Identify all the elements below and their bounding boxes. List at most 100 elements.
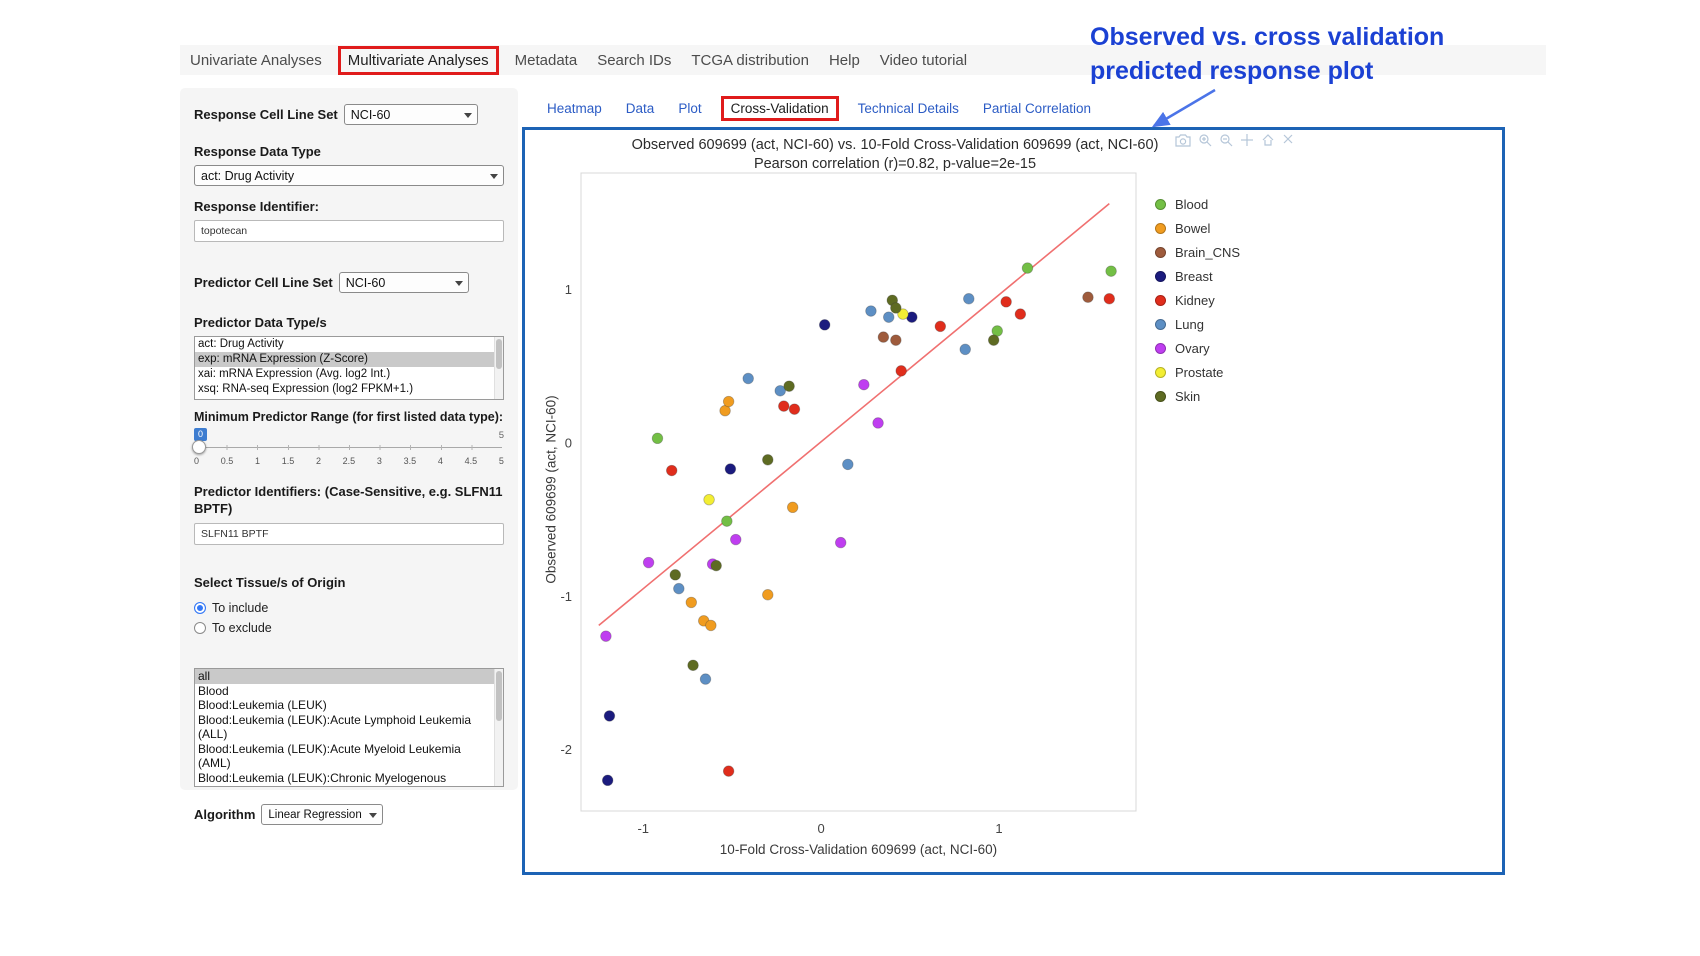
data-point-kidney[interactable] bbox=[778, 400, 790, 412]
data-point-skin[interactable] bbox=[783, 380, 795, 392]
data-point-kidney[interactable] bbox=[666, 464, 678, 477]
tab-partial-correlation[interactable]: Partial Correlation bbox=[982, 101, 1091, 116]
option-blood[interactable]: Blood bbox=[198, 683, 229, 698]
data-point-kidney[interactable] bbox=[1014, 308, 1027, 320]
data-point-lung[interactable] bbox=[865, 305, 877, 317]
data-point-kidney[interactable] bbox=[895, 365, 907, 377]
data-point-lung[interactable] bbox=[959, 343, 971, 356]
legend-item-ovary[interactable]: Ovary bbox=[1155, 336, 1240, 360]
data-point-kidney[interactable] bbox=[722, 765, 735, 777]
legend-item-prostate[interactable]: Prostate bbox=[1155, 360, 1240, 384]
response-data-type-select[interactable]: act: Drug Activity bbox=[194, 165, 504, 186]
data-point-kidney[interactable] bbox=[1103, 293, 1116, 305]
pan-icon[interactable] bbox=[1240, 133, 1254, 147]
data-point-breast[interactable] bbox=[601, 774, 614, 787]
data-point-skin[interactable] bbox=[710, 559, 722, 572]
slider-handle[interactable] bbox=[192, 440, 206, 454]
data-point-ovary[interactable] bbox=[642, 556, 655, 569]
data-point-blood[interactable] bbox=[651, 432, 664, 445]
min-predictor-range-slider[interactable]: 0 5 0 0.5 1 1.5 2 2.5 3 3.5 4 4.5 5 bbox=[192, 428, 504, 476]
zoom-out-icon[interactable] bbox=[1219, 133, 1233, 147]
data-point-bowel[interactable] bbox=[685, 596, 697, 609]
data-point-blood[interactable] bbox=[721, 515, 733, 527]
option-blood-leukemia-all[interactable]: Blood:Leukemia (LEUK):Acute Lymphoid Leu… bbox=[198, 712, 472, 742]
legend-item-kidney[interactable]: Kidney bbox=[1155, 288, 1240, 312]
camera-icon[interactable] bbox=[1175, 133, 1191, 147]
data-point-breast[interactable] bbox=[724, 463, 737, 475]
nav-tab-search-ids[interactable]: Search IDs bbox=[597, 51, 672, 69]
data-point-kidney[interactable] bbox=[788, 403, 801, 415]
option-act-drug-activity[interactable]: act: Drug Activity bbox=[198, 338, 284, 350]
data-point-ovary[interactable] bbox=[730, 533, 742, 546]
data-point-ovary[interactable] bbox=[872, 417, 884, 429]
option-exp-mrna-zscore[interactable]: exp: mRNA Expression (Z-Score) bbox=[195, 352, 503, 367]
legend-item-skin[interactable]: Skin bbox=[1155, 384, 1240, 408]
tab-cross-validation[interactable]: Cross-Validation bbox=[720, 96, 839, 121]
data-point-lung[interactable] bbox=[842, 458, 854, 471]
option-xai-mrna-avg-log2[interactable]: xai: mRNA Expression (Avg. log2 Int.) bbox=[198, 368, 391, 380]
data-point-kidney[interactable] bbox=[934, 320, 947, 333]
legend-item-bowel[interactable]: Bowel bbox=[1155, 216, 1240, 240]
option-blood-leukemia-cml[interactable]: Blood:Leukemia (LEUK):Chronic Myelogenou… bbox=[198, 770, 447, 787]
data-point-prostate[interactable] bbox=[703, 493, 715, 506]
predictor-cell-line-set-select[interactable]: NCI-60 bbox=[338, 272, 469, 293]
nav-tab-help[interactable]: Help bbox=[828, 51, 860, 69]
data-point-lung[interactable] bbox=[742, 372, 754, 385]
data-point-kidney[interactable] bbox=[1000, 296, 1012, 308]
data-point-lung[interactable] bbox=[673, 582, 685, 595]
nav-tab-tcga-distribution[interactable]: TCGA distribution bbox=[691, 51, 809, 69]
data-point-lung[interactable] bbox=[774, 385, 786, 397]
nav-tab-multivariate-analyses[interactable]: Multivariate Analyses bbox=[337, 45, 499, 75]
data-point-blood[interactable] bbox=[1021, 262, 1034, 274]
tab-data[interactable]: Data bbox=[625, 101, 655, 116]
algorithm-select[interactable]: Linear Regression bbox=[261, 804, 384, 825]
data-point-lung[interactable] bbox=[883, 311, 895, 323]
data-point-bowel[interactable] bbox=[762, 589, 774, 601]
data-point-ovary[interactable] bbox=[835, 536, 847, 549]
predictor-identifiers-input[interactable] bbox=[194, 523, 504, 545]
legend-item-brain_cns[interactable]: Brain_CNS bbox=[1155, 240, 1240, 264]
tissue-exclude-radio[interactable]: To exclude bbox=[194, 618, 504, 638]
legend-item-breast[interactable]: Breast bbox=[1155, 264, 1240, 288]
data-point-skin[interactable] bbox=[762, 454, 774, 466]
tab-heatmap[interactable]: Heatmap bbox=[547, 101, 602, 116]
data-point-skin[interactable] bbox=[987, 334, 1000, 346]
tab-technical-details[interactable]: Technical Details bbox=[857, 101, 959, 116]
data-point-skin[interactable] bbox=[890, 302, 902, 314]
data-point-ovary[interactable] bbox=[858, 378, 870, 391]
option-blood-leukemia[interactable]: Blood:Leukemia (LEUK) bbox=[198, 698, 327, 712]
data-point-breast[interactable] bbox=[603, 710, 616, 722]
scrollbar[interactable] bbox=[494, 669, 503, 786]
response-cell-line-set-select[interactable]: NCI-60 bbox=[343, 104, 478, 125]
data-point-lung[interactable] bbox=[699, 673, 712, 685]
data-point-breast[interactable] bbox=[819, 319, 831, 331]
option-blood-leukemia-aml[interactable]: Blood:Leukemia (LEUK):Acute Myeloid Leuk… bbox=[198, 741, 461, 771]
tissue-include-radio[interactable]: To include bbox=[194, 598, 504, 618]
data-point-prostate[interactable] bbox=[897, 308, 909, 320]
nav-tab-metadata[interactable]: Metadata bbox=[514, 51, 578, 69]
tab-plot[interactable]: Plot bbox=[678, 101, 702, 116]
legend-item-blood[interactable]: Blood bbox=[1155, 192, 1240, 216]
data-point-bowel[interactable] bbox=[705, 619, 717, 632]
legend-item-lung[interactable]: Lung bbox=[1155, 312, 1240, 336]
option-xsq-rnaseq[interactable]: xsq: RNA-seq Expression (log2 FPKM+1.) bbox=[198, 383, 414, 395]
response-identifier-input[interactable] bbox=[194, 220, 504, 242]
data-point-ovary[interactable] bbox=[600, 630, 612, 642]
home-icon[interactable] bbox=[1261, 133, 1275, 147]
data-point-skin[interactable] bbox=[687, 659, 699, 672]
data-point-skin[interactable] bbox=[669, 569, 681, 581]
data-point-bowel[interactable] bbox=[722, 395, 735, 408]
data-point-brain_cns[interactable] bbox=[1082, 291, 1094, 303]
data-point-brain_cns[interactable] bbox=[877, 331, 890, 343]
data-point-bowel[interactable] bbox=[786, 501, 799, 514]
scatter-plot[interactable]: -1 0 1 -2 -1 0 1 bbox=[551, 163, 1166, 863]
data-point-brain_cns[interactable] bbox=[890, 334, 902, 346]
data-point-lung[interactable] bbox=[963, 293, 975, 305]
scrollbar[interactable] bbox=[494, 337, 503, 399]
slider-track[interactable] bbox=[196, 445, 502, 450]
nav-tab-video-tutorial[interactable]: Video tutorial bbox=[879, 51, 968, 69]
option-all[interactable]: all bbox=[195, 669, 503, 684]
nav-tab-univariate-analyses[interactable]: Univariate Analyses bbox=[190, 51, 322, 69]
close-icon[interactable] bbox=[1282, 133, 1294, 145]
data-point-blood[interactable] bbox=[1105, 265, 1117, 277]
